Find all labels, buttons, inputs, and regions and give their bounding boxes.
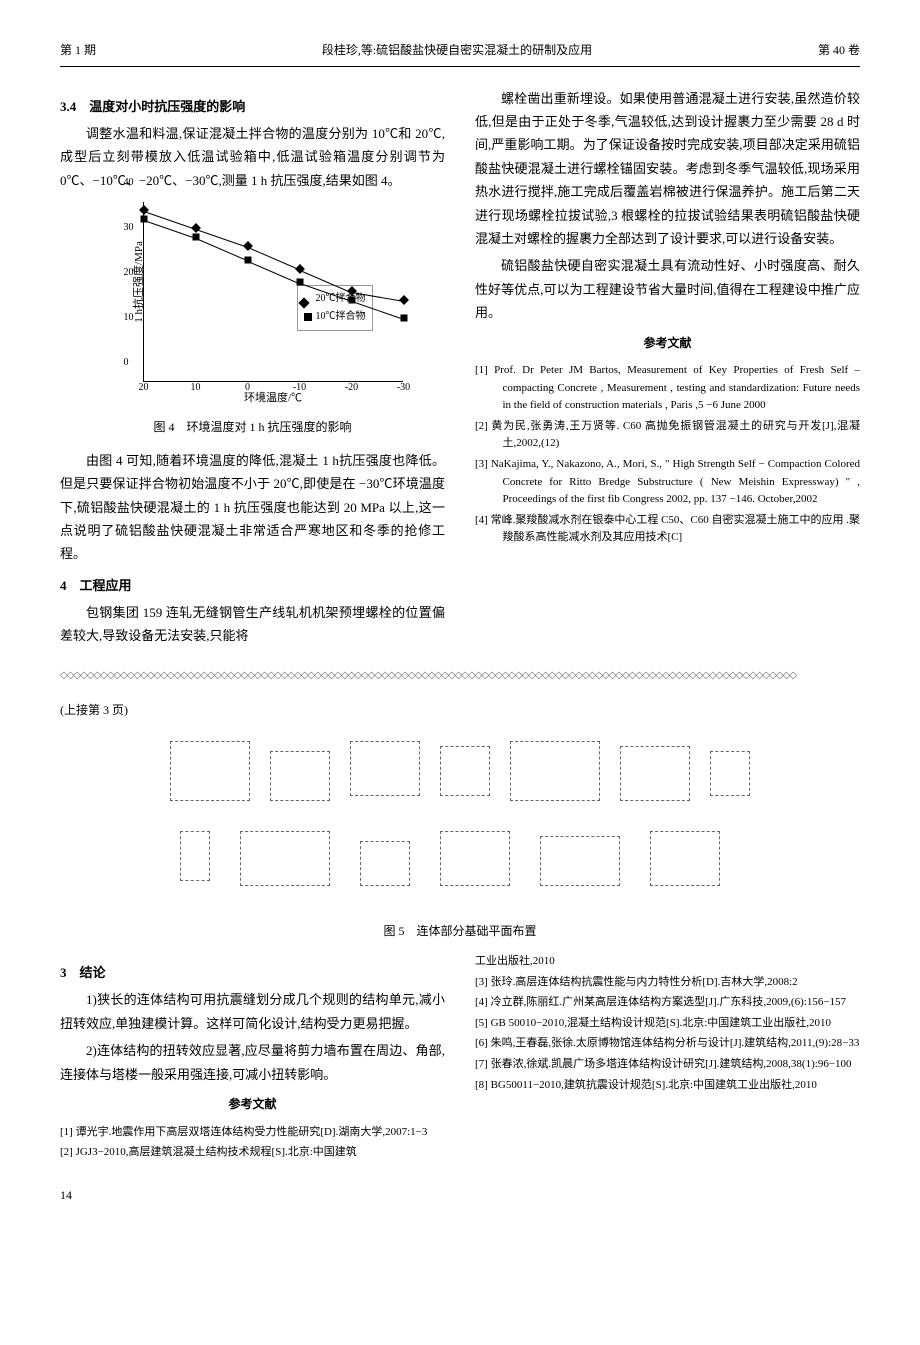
fig-5-caption: 图 5 连体部分基础平面布置 (60, 921, 860, 943)
data-point (139, 205, 149, 215)
reference-item: [4] 冷立群,陈丽红.广州某高层连体结构方案选型[J].广东科技,2009,(… (475, 994, 860, 1012)
reference-item: [5] GB 50010−2010,混凝土结构设计规范[S].北京:中国建筑工业… (475, 1015, 860, 1033)
x-tick: 10 (191, 379, 201, 397)
data-point (399, 295, 409, 305)
data-point (140, 216, 147, 223)
reference-item: [2] 黄为民,张勇涛,王万贤等. C60 高抛免振钢管混凝土的研究与开发[J]… (475, 418, 860, 453)
conclusion-1: 1)狭长的连体结构可用抗震缝划分成几个规则的结构单元,减小扭转效应,单独建模计算… (60, 988, 445, 1035)
lower-right-column: 工业出版社,2010 [3] 张玲.高层连体结构抗震性能与内力特性分析[D].吉林… (475, 953, 860, 1165)
reference-item: [3] 张玲.高层连体结构抗震性能与内力特性分析[D].吉林大学,2008:2 (475, 974, 860, 992)
references-list: [1] Prof. Dr Peter JM Bartos, Measuremen… (475, 362, 860, 547)
reference-item: [7] 张春浓,徐斌.凯晨广场多塔连体结构设计研究[J].建筑结构,2008,3… (475, 1056, 860, 1074)
data-point (296, 279, 303, 286)
data-point (244, 256, 251, 263)
page-header: 第 1 期 段桂珍,等:硫铝酸盐快硬自密实混凝土的研制及应用 第 40 卷 (60, 40, 860, 67)
y-tick: 20 (124, 264, 134, 282)
references-heading: 参考文献 (60, 1094, 445, 1116)
plan-box (540, 836, 620, 886)
y-tick: 30 (124, 219, 134, 237)
sec-3-4-title: 3.4 温度对小时抗压强度的影响 (60, 95, 445, 118)
plan-box (180, 831, 210, 881)
plan-box (240, 831, 330, 886)
y-tick: 0 (124, 354, 129, 372)
chart-line (143, 220, 195, 239)
chart-line (143, 211, 195, 230)
reference-item: [4] 常峰.聚羧酸减水剂在银泰中心工程 C50、C60 自密实混凝土施工中的应… (475, 512, 860, 547)
x-tick: -30 (397, 379, 410, 397)
continued-note: (上接第 3 页) (60, 700, 860, 722)
x-tick: -20 (345, 379, 358, 397)
plan-box (710, 751, 750, 796)
right-p1: 螺栓凿出重新埋设。如果使用普通混凝土进行安装,虽然造价较低,但是由于正处于冬季,… (475, 87, 860, 251)
chart-line (195, 238, 247, 261)
sec-4-title: 4 工程应用 (60, 574, 445, 597)
figure-5-diagram (160, 731, 760, 911)
reference-item: 工业出版社,2010 (475, 953, 860, 971)
x-tick: 20 (139, 379, 149, 397)
data-point (192, 234, 199, 241)
sec-4-p1: 包钢集团 159 连轧无缝钢管生产线轧机机架预埋螺栓的位置偏差较大,导致设备无法… (60, 601, 445, 648)
reference-item: [6] 朱鸣,王春磊,张徐.太原博物馆连体结构分析与设计[J].建筑结构,201… (475, 1035, 860, 1053)
y-tick: 40 (124, 174, 134, 192)
data-point (191, 223, 201, 233)
chart-line (195, 229, 247, 248)
right-column: 螺栓凿出重新埋设。如果使用普通混凝土进行安装,虽然造价较低,但是由于正处于冬季,… (475, 87, 860, 652)
fig-4-caption: 图 4 环境温度对 1 h 抗压强度的影响 (113, 417, 393, 439)
chart-line (247, 261, 299, 284)
right-p2: 硫铝酸盐快硬自密实混凝土具有流动性好、小时强度高、耐久性好等优点,可以为工程建设… (475, 254, 860, 324)
header-title: 段桂珍,等:硫铝酸盐快硬自密实混凝土的研制及应用 (322, 40, 592, 62)
sec-3-title: 3 结论 (60, 961, 445, 984)
chart-line (247, 247, 299, 270)
plan-box (170, 741, 250, 801)
chart-4-plot: 1 h抗压强度/MPa 环境温度/℃ 20℃拌合物 10℃拌合物 0102030… (143, 202, 403, 382)
reference-item: [8] BG50011−2010,建筑抗震设计规范[S].北京:中国建筑工业出版… (475, 1077, 860, 1095)
left-column: 3.4 温度对小时抗压强度的影响 调整水温和料温,保证混凝土拌合物的温度分别为 … (60, 87, 445, 652)
square-icon (304, 313, 312, 321)
plan-box (360, 841, 410, 886)
lower-content: 3 结论 1)狭长的连体结构可用抗震缝划分成几个规则的结构单元,减小扭转效应,单… (60, 953, 860, 1165)
plan-box (440, 831, 510, 886)
references-list: 工业出版社,2010 [3] 张玲.高层连体结构抗震性能与内力特性分析[D].吉林… (475, 953, 860, 1094)
x-tick: 0 (245, 379, 250, 397)
reference-item: [1] 谭光宇.地震作用下高层双塔连体结构受力性能研究[D].湖南大学,2007… (60, 1124, 445, 1142)
chart-legend: 20℃拌合物 10℃拌合物 (297, 285, 373, 331)
lower-left-column: 3 结论 1)狭长的连体结构可用抗震缝划分成几个规则的结构单元,减小扭转效应,单… (60, 953, 445, 1165)
reference-item: [3] NaKajima, Y., Nakazono, A., Mori, S.… (475, 456, 860, 509)
header-volume: 第 40 卷 (818, 40, 860, 62)
figure-4: 1 h抗压强度/MPa 环境温度/℃ 20℃拌合物 10℃拌合物 0102030… (113, 202, 393, 439)
reference-item: [2] JGJ3−2010,高层建筑混凝土结构技术规程[S].北京:中国建筑 (60, 1144, 445, 1162)
plan-box (620, 746, 690, 801)
plan-box (440, 746, 490, 796)
plan-box (510, 741, 600, 801)
page-number: 14 (60, 1185, 860, 1207)
sec-3-4-p2: 由图 4 可知,随着环境温度的降低,混凝土 1 h抗压强度也降低。但是只要保证拌… (60, 449, 445, 566)
plan-box (350, 741, 420, 796)
data-point (348, 297, 355, 304)
legend-label: 10℃拌合物 (316, 308, 366, 326)
references-heading: 参考文献 (475, 333, 860, 355)
y-tick: 10 (124, 309, 134, 327)
plan-box (270, 751, 330, 801)
x-tick: -10 (293, 379, 306, 397)
references-list: [1] 谭光宇.地震作用下高层双塔连体结构受力性能研究[D].湖南大学,2007… (60, 1124, 445, 1162)
legend-item: 10℃拌合物 (304, 308, 366, 326)
data-point (400, 315, 407, 322)
sec-3-4-p1: 调整水温和料温,保证混凝土拌合物的温度分别为 10℃和 20℃,成型后立刻带模放… (60, 122, 445, 192)
upper-content: 3.4 温度对小时抗压强度的影响 调整水温和料温,保证混凝土拌合物的温度分别为 … (60, 87, 860, 652)
section-divider: ◇◇◇◇◇◇◇◇◇◇◇◇◇◇◇◇◇◇◇◇◇◇◇◇◇◇◇◇◇◇◇◇◇◇◇◇◇◇◇◇… (60, 667, 860, 685)
reference-item: [1] Prof. Dr Peter JM Bartos, Measuremen… (475, 362, 860, 415)
plan-box (650, 831, 720, 886)
diamond-icon (298, 297, 309, 308)
conclusion-2: 2)连体结构的扭转效应显著,应尽量将剪力墙布置在周边、角部,连接体与塔楼一般采用… (60, 1039, 445, 1086)
header-issue: 第 1 期 (60, 40, 96, 62)
